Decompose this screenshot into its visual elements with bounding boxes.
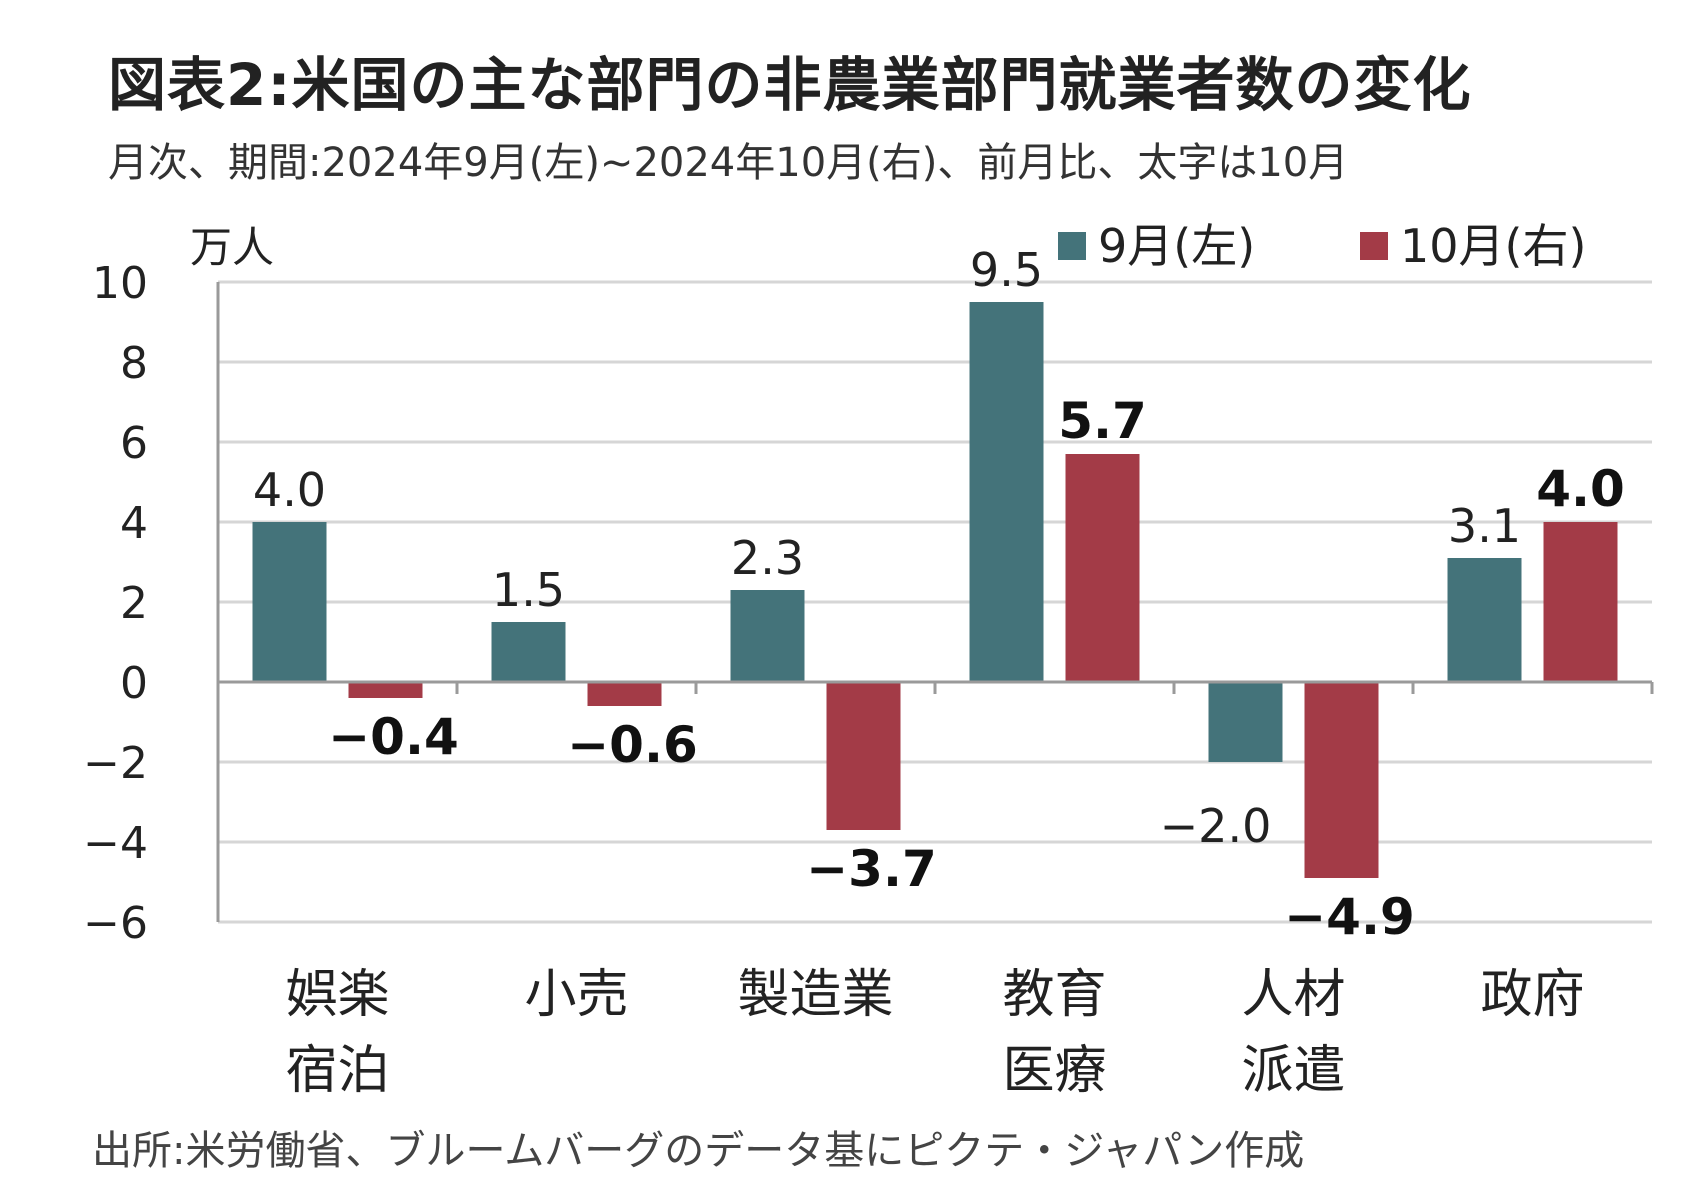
source-note: 出所:米労働省、ブルームバーグのデータ基にピクテ・ジャパン作成 [92, 1128, 1305, 1174]
data-label-oct: 5.7 [1058, 392, 1147, 450]
bars [252, 302, 1618, 878]
data-labels: 4.0 −0.4 1.5 −0.6 2.3 −3.7 9.5 5.7 −2.0−4.9 3.1 4.… [253, 243, 1625, 946]
y-unit-label: 万人 [190, 223, 274, 272]
bar-sep [252, 522, 327, 682]
bar-sep [1208, 682, 1283, 762]
data-label-oct: −0.4 [328, 708, 458, 766]
y-tick-label: 8 [120, 338, 148, 389]
data-label-oct: 4.0 [1536, 460, 1625, 518]
y-tick-label: 4 [120, 498, 148, 549]
y-tick-labels: 10 8 6 4 2 0 −2 −4 −6 [83, 258, 148, 949]
chart-title: 図表2:米国の主な部門の非農業部門就業者数の変化 [108, 51, 1472, 119]
legend-label-sep: 9月(左) [1098, 219, 1255, 273]
chart-subtitle: 月次、期間:2024年9月(左)~2024年10月(右)、前月比、太字は10月 [108, 140, 1349, 186]
category-label: 派遣 [1241, 1041, 1345, 1101]
legend-label-oct: 10月(右) [1400, 219, 1586, 273]
data-label-sep: 1.5 [492, 563, 565, 617]
bar-oct [587, 682, 662, 706]
data-label-sep: 3.1 [1448, 499, 1521, 553]
category-label: 政府 [1480, 965, 1584, 1025]
bar-oct [1065, 454, 1140, 682]
gridlines [218, 280, 1652, 924]
bar-sep [1447, 558, 1522, 682]
bar-oct [1304, 682, 1379, 878]
y-tick-label: 10 [92, 258, 148, 309]
data-label-sep: 2.3 [731, 531, 804, 585]
category-label: 人材 [1241, 965, 1345, 1025]
bar-sep [969, 302, 1044, 682]
category-label: 娯楽 [285, 965, 389, 1025]
legend: 9月(左) 10月(右) [1058, 219, 1586, 273]
data-label-sep: 4.0 [253, 463, 326, 517]
bar-oct [826, 682, 901, 830]
y-tick-label: 2 [120, 578, 148, 629]
y-tick-label: 0 [120, 658, 148, 709]
axes [216, 282, 1654, 922]
bar-sep [491, 622, 566, 682]
bar-sep [730, 590, 805, 682]
y-tick-label: −2 [83, 738, 148, 789]
legend-swatch-oct [1360, 232, 1388, 260]
y-tick-label: −6 [83, 898, 148, 949]
legend-swatch-sep [1058, 232, 1086, 260]
data-label-oct: −3.7 [806, 840, 936, 898]
category-label: 宿泊 [285, 1041, 389, 1101]
y-tick-label: 6 [120, 418, 148, 469]
data-label-oct: −4.9 [1284, 888, 1414, 946]
category-label: 医療 [1002, 1041, 1106, 1101]
category-label: 教育 [1002, 965, 1106, 1025]
bar-oct [1543, 522, 1618, 682]
data-label-sep: 9.5 [970, 243, 1043, 297]
y-tick-label: −4 [83, 818, 148, 869]
data-label-oct: −0.6 [567, 716, 697, 774]
data-label-sep: −2.0 [1160, 799, 1272, 853]
category-label: 小売 [524, 965, 628, 1025]
bar-oct [348, 682, 423, 698]
category-label: 製造業 [737, 965, 893, 1025]
